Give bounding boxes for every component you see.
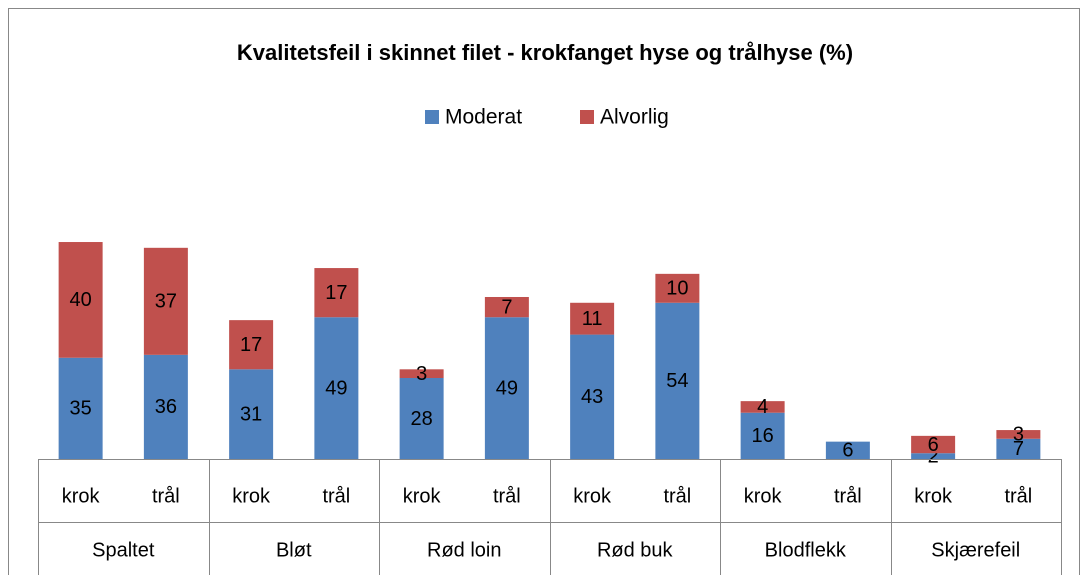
x-tick-label: krok — [62, 485, 101, 507]
value-label: 31 — [240, 403, 262, 425]
value-label: 6 — [928, 434, 939, 456]
x-tick-label: krok — [744, 485, 783, 507]
bar-segment — [314, 268, 359, 318]
bar-segment — [229, 320, 274, 370]
bar-segment — [399, 377, 444, 459]
bar-segment — [143, 354, 188, 459]
value-label: 17 — [325, 282, 347, 304]
value-label: 2 — [928, 445, 939, 467]
bar-segment — [740, 412, 785, 459]
bar-segment — [996, 438, 1041, 459]
value-label: 54 — [666, 370, 688, 392]
value-label: 3 — [416, 363, 427, 385]
bar-segment — [911, 453, 956, 459]
x-tick-label: trål — [152, 485, 180, 507]
x-tick-label: krok — [573, 485, 612, 507]
value-label: 40 — [70, 289, 92, 311]
bar-segment — [740, 401, 785, 413]
group-label: Spaltet — [92, 539, 155, 561]
value-label: 17 — [240, 334, 262, 356]
value-label: 49 — [325, 377, 347, 399]
legend-label: Alvorlig — [600, 106, 669, 129]
group-label: Bløt — [276, 539, 312, 561]
bar-segment — [825, 441, 870, 459]
x-tick-label: trål — [834, 485, 862, 507]
group-label: Rød buk — [597, 539, 674, 561]
value-label: 7 — [1013, 438, 1024, 460]
value-label: 35 — [70, 398, 92, 420]
bar-segment — [996, 430, 1041, 439]
bar-segment — [399, 369, 444, 378]
x-tick-label: trål — [663, 485, 691, 507]
chart-title: Kvalitetsfeil i skinnet filet - krokfang… — [237, 40, 853, 65]
bar-segment — [314, 317, 359, 459]
legend-swatch — [425, 110, 439, 124]
x-tick-label: krok — [232, 485, 271, 507]
bar-segment — [655, 273, 700, 303]
value-label: 4 — [757, 396, 768, 418]
value-label: 36 — [155, 396, 177, 418]
value-label: 6 — [842, 440, 853, 462]
group-label: Blodflekk — [765, 539, 847, 561]
bar-segment — [484, 296, 529, 318]
bar-segment — [229, 369, 274, 459]
value-label: 16 — [752, 425, 774, 447]
x-tick-label: trål — [493, 485, 521, 507]
value-label: 43 — [581, 386, 603, 408]
bar-segment — [143, 247, 188, 355]
bar-segment — [484, 317, 529, 459]
value-label: 7 — [501, 296, 512, 318]
bar-segment — [58, 357, 103, 459]
value-label: 37 — [155, 291, 177, 313]
bar-segment — [655, 302, 700, 459]
bar-segment — [570, 334, 615, 459]
value-label: 28 — [411, 408, 433, 430]
legend-swatch — [580, 110, 594, 124]
x-tick-label: trål — [322, 485, 350, 507]
value-label: 11 — [582, 308, 603, 330]
x-tick-label: trål — [1004, 485, 1032, 507]
bar-segment — [911, 435, 956, 454]
value-label: 3 — [1013, 424, 1024, 446]
bar-segment — [570, 302, 615, 335]
x-tick-label: krok — [914, 485, 953, 507]
group-label: Rød loin — [427, 539, 501, 561]
value-label: 10 — [666, 278, 688, 300]
value-label: 49 — [496, 377, 518, 399]
bar-segment — [58, 242, 103, 358]
legend-label: Moderat — [445, 106, 522, 129]
x-tick-label: krok — [403, 485, 442, 507]
group-label: Skjærefeil — [931, 539, 1020, 561]
